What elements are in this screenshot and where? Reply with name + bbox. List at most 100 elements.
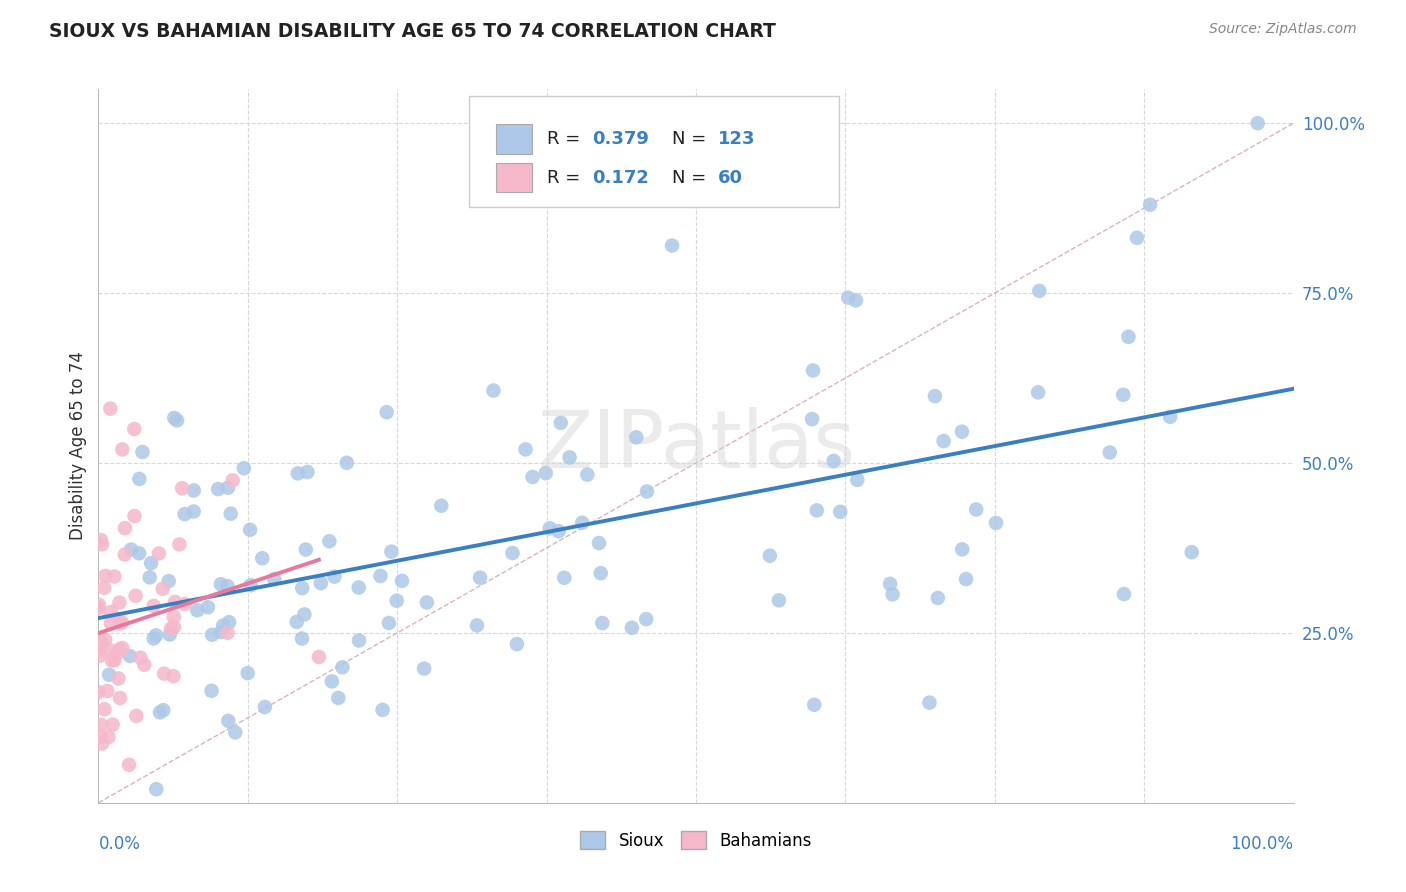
Point (845, 293, 868, 308)
Point (87, 685, 110, 699)
Point (222, 473, 245, 487)
Point (174, 597, 197, 611)
Point (588, 536, 610, 550)
Point (162, 669, 184, 683)
Point (100, 605, 122, 619)
Point (759, 549, 782, 563)
Point (984, 516, 1007, 530)
Point (124, 508, 146, 523)
Point (200, 683, 222, 698)
Text: N =: N = (672, 130, 711, 148)
Point (96, 684, 118, 698)
Point (318, 534, 340, 549)
Point (218, 615, 240, 630)
Text: 0.172: 0.172 (592, 169, 650, 186)
Point (955, 572, 977, 586)
Point (465, 618, 488, 632)
Point (1026, 385, 1049, 400)
Point (183, 483, 205, 498)
Point (626, 430, 648, 444)
FancyBboxPatch shape (470, 96, 839, 207)
Y-axis label: Disability Age 65 to 74: Disability Age 65 to 74 (69, 351, 87, 541)
Point (173, 507, 195, 521)
Point (97, 642, 120, 657)
Point (207, 482, 229, 496)
Point (336, 456, 359, 470)
Text: 0.379: 0.379 (592, 130, 650, 148)
Point (323, 569, 346, 583)
Point (294, 542, 316, 557)
Point (534, 466, 557, 480)
Point (120, 542, 142, 557)
Point (93, 702, 115, 716)
Point (571, 516, 593, 530)
Text: 0.0%: 0.0% (98, 835, 141, 853)
Point (152, 582, 174, 596)
Point (87, 598, 110, 612)
Point (108, 596, 131, 610)
Point (1028, 284, 1050, 298)
Point (93, 581, 115, 595)
Text: R =: R = (547, 169, 585, 186)
Point (591, 615, 613, 630)
Point (550, 416, 572, 430)
Point (391, 574, 413, 588)
Point (87, 601, 110, 615)
Point (186, 603, 208, 617)
Point (297, 465, 319, 479)
Point (217, 714, 239, 728)
Point (252, 551, 274, 566)
Point (139, 556, 162, 570)
Point (413, 662, 436, 676)
Point (589, 566, 612, 581)
Point (328, 690, 350, 705)
Point (482, 384, 505, 398)
Point (153, 666, 176, 681)
Point (239, 578, 262, 592)
Point (236, 666, 259, 681)
Point (163, 610, 186, 624)
Point (378, 615, 401, 630)
Point (287, 467, 309, 481)
Point (620, 621, 643, 635)
Text: SIOUX VS BAHAMIAN DISABILITY AGE 65 TO 74 CORRELATION CHART: SIOUX VS BAHAMIAN DISABILITY AGE 65 TO 7… (49, 22, 776, 41)
Point (152, 703, 174, 717)
Text: Source: ZipAtlas.com: Source: ZipAtlas.com (1209, 22, 1357, 37)
Point (823, 454, 845, 468)
Point (558, 450, 581, 465)
Point (101, 717, 124, 731)
Point (108, 691, 131, 706)
Point (94, 569, 117, 583)
Point (98, 667, 121, 681)
Point (118, 757, 141, 772)
Legend: Sioux, Bahamians: Sioux, Bahamians (574, 825, 818, 856)
Point (166, 413, 188, 427)
Point (124, 422, 146, 436)
Point (347, 581, 370, 595)
Point (169, 537, 191, 551)
Point (918, 696, 941, 710)
Point (149, 706, 172, 720)
Point (157, 574, 180, 588)
Point (142, 599, 165, 613)
Point (309, 576, 332, 591)
Point (90, 718, 112, 732)
Point (111, 442, 134, 457)
Point (125, 709, 148, 723)
Point (103, 569, 125, 583)
Point (347, 633, 370, 648)
Point (285, 615, 308, 629)
Point (308, 650, 330, 665)
Point (209, 577, 232, 591)
Point (882, 587, 904, 601)
FancyBboxPatch shape (496, 124, 533, 154)
Point (522, 470, 544, 484)
Point (103, 653, 125, 667)
Point (292, 607, 315, 622)
Point (1112, 388, 1135, 402)
Point (291, 581, 314, 595)
Point (965, 502, 987, 516)
Text: 60: 60 (717, 169, 742, 186)
Point (1139, 198, 1161, 212)
Point (416, 595, 439, 609)
